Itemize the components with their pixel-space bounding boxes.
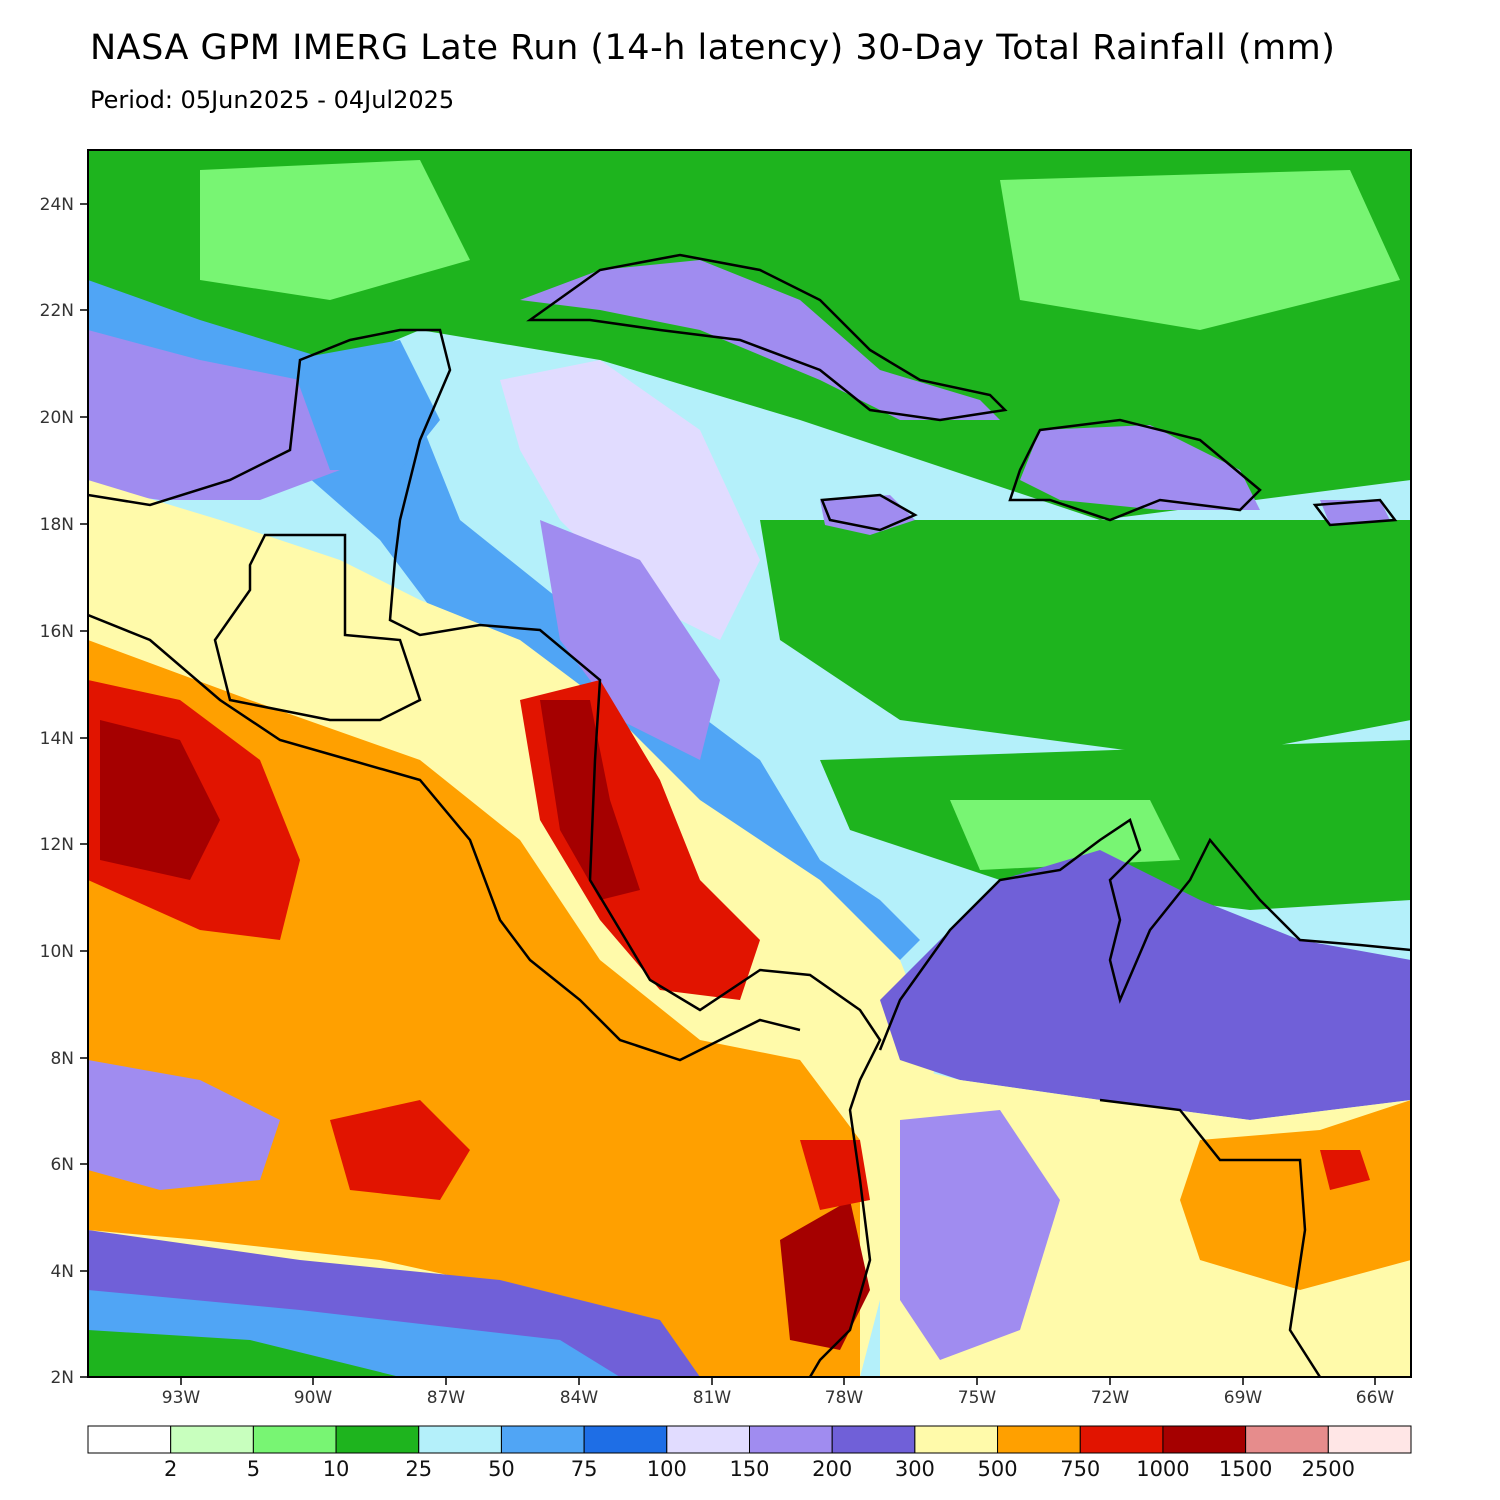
colorbar-label: 100 [647, 1457, 687, 1481]
colorbar-label: 750 [1060, 1457, 1100, 1481]
period-label: Period: 05Jun2025 - 04Jul2025 [90, 86, 455, 114]
x-tick-label: 87W [427, 1388, 466, 1408]
x-tick-label: 81W [693, 1388, 732, 1408]
y-tick-label: 20N [40, 408, 74, 428]
colorbar-swatch [1245, 1425, 1329, 1454]
colorbar-label: 50 [488, 1457, 515, 1481]
map-title: NASA GPM IMERG Late Run (14-h latency) 3… [90, 28, 1336, 68]
colorbar-label: 5 [247, 1457, 260, 1481]
y-tick-label: 16N [40, 622, 74, 642]
colorbar-swatch [1079, 1425, 1164, 1454]
colorbar-label: 2500 [1302, 1457, 1355, 1481]
colorbar-swatch [335, 1425, 420, 1454]
colorbar-label: 150 [729, 1457, 769, 1481]
axis-ticks: 24N 22N 20N 18N 16N 14N 12N 10N 8N 6N 4N 2N 93W 90W 87… [40, 195, 1395, 1408]
y-tick-label: 2N [50, 1368, 74, 1388]
colorbar-swatch [1162, 1425, 1247, 1454]
x-tick-label: 69W [1224, 1388, 1263, 1408]
colorbar-swatch [418, 1425, 502, 1454]
colorbar-swatch [997, 1425, 1081, 1454]
y-tick-label: 6N [50, 1155, 74, 1175]
x-tick-label: 72W [1091, 1388, 1130, 1408]
colorbar-swatch [749, 1425, 833, 1454]
colorbar-label: 200 [812, 1457, 852, 1481]
x-tick-label: 66W [1356, 1388, 1395, 1408]
colorbar-swatch [252, 1425, 337, 1454]
colorbar-swatch [170, 1425, 254, 1454]
colorbar-label: 10 [323, 1457, 350, 1481]
colorbar-swatch [1327, 1425, 1412, 1454]
colorbar-label: 25 [405, 1457, 432, 1481]
rainfall-field [88, 150, 1411, 1377]
colorbar-label: 300 [895, 1457, 935, 1481]
x-tick-label: 84W [560, 1388, 599, 1408]
colorbar-swatch [831, 1425, 916, 1454]
plot-frame [87, 149, 1412, 1378]
colorbar-swatch [583, 1425, 668, 1454]
colorbar-swatch [914, 1425, 999, 1454]
y-tick-label: 10N [40, 942, 74, 962]
x-tick-label: 78W [825, 1388, 864, 1408]
colorbar-label: 1000 [1136, 1457, 1189, 1481]
x-tick-label: 90W [294, 1388, 333, 1408]
y-tick-label: 12N [40, 835, 74, 855]
x-tick-label: 93W [162, 1388, 201, 1408]
colorbar-label: 500 [978, 1457, 1018, 1481]
colorbar-label: 75 [571, 1457, 598, 1481]
colorbar-swatch [87, 1425, 172, 1454]
y-tick-label: 14N [40, 729, 74, 749]
y-tick-label: 4N [50, 1262, 74, 1282]
colorbar-swatch [666, 1425, 750, 1454]
y-tick-label: 22N [40, 301, 74, 321]
colorbar-swatch [500, 1425, 585, 1454]
coastlines [88, 253, 1411, 1377]
y-tick-label: 18N [40, 515, 74, 535]
colorbar: 2 5 10 25 50 75 100 150 200 300 500 750 1000 1500 2500 [87, 1425, 1412, 1481]
x-tick-label: 75W [958, 1388, 997, 1408]
colorbar-label: 2 [164, 1457, 177, 1481]
colorbar-label: 1500 [1219, 1457, 1272, 1481]
y-tick-label: 24N [40, 195, 74, 215]
y-tick-label: 8N [50, 1049, 74, 1069]
